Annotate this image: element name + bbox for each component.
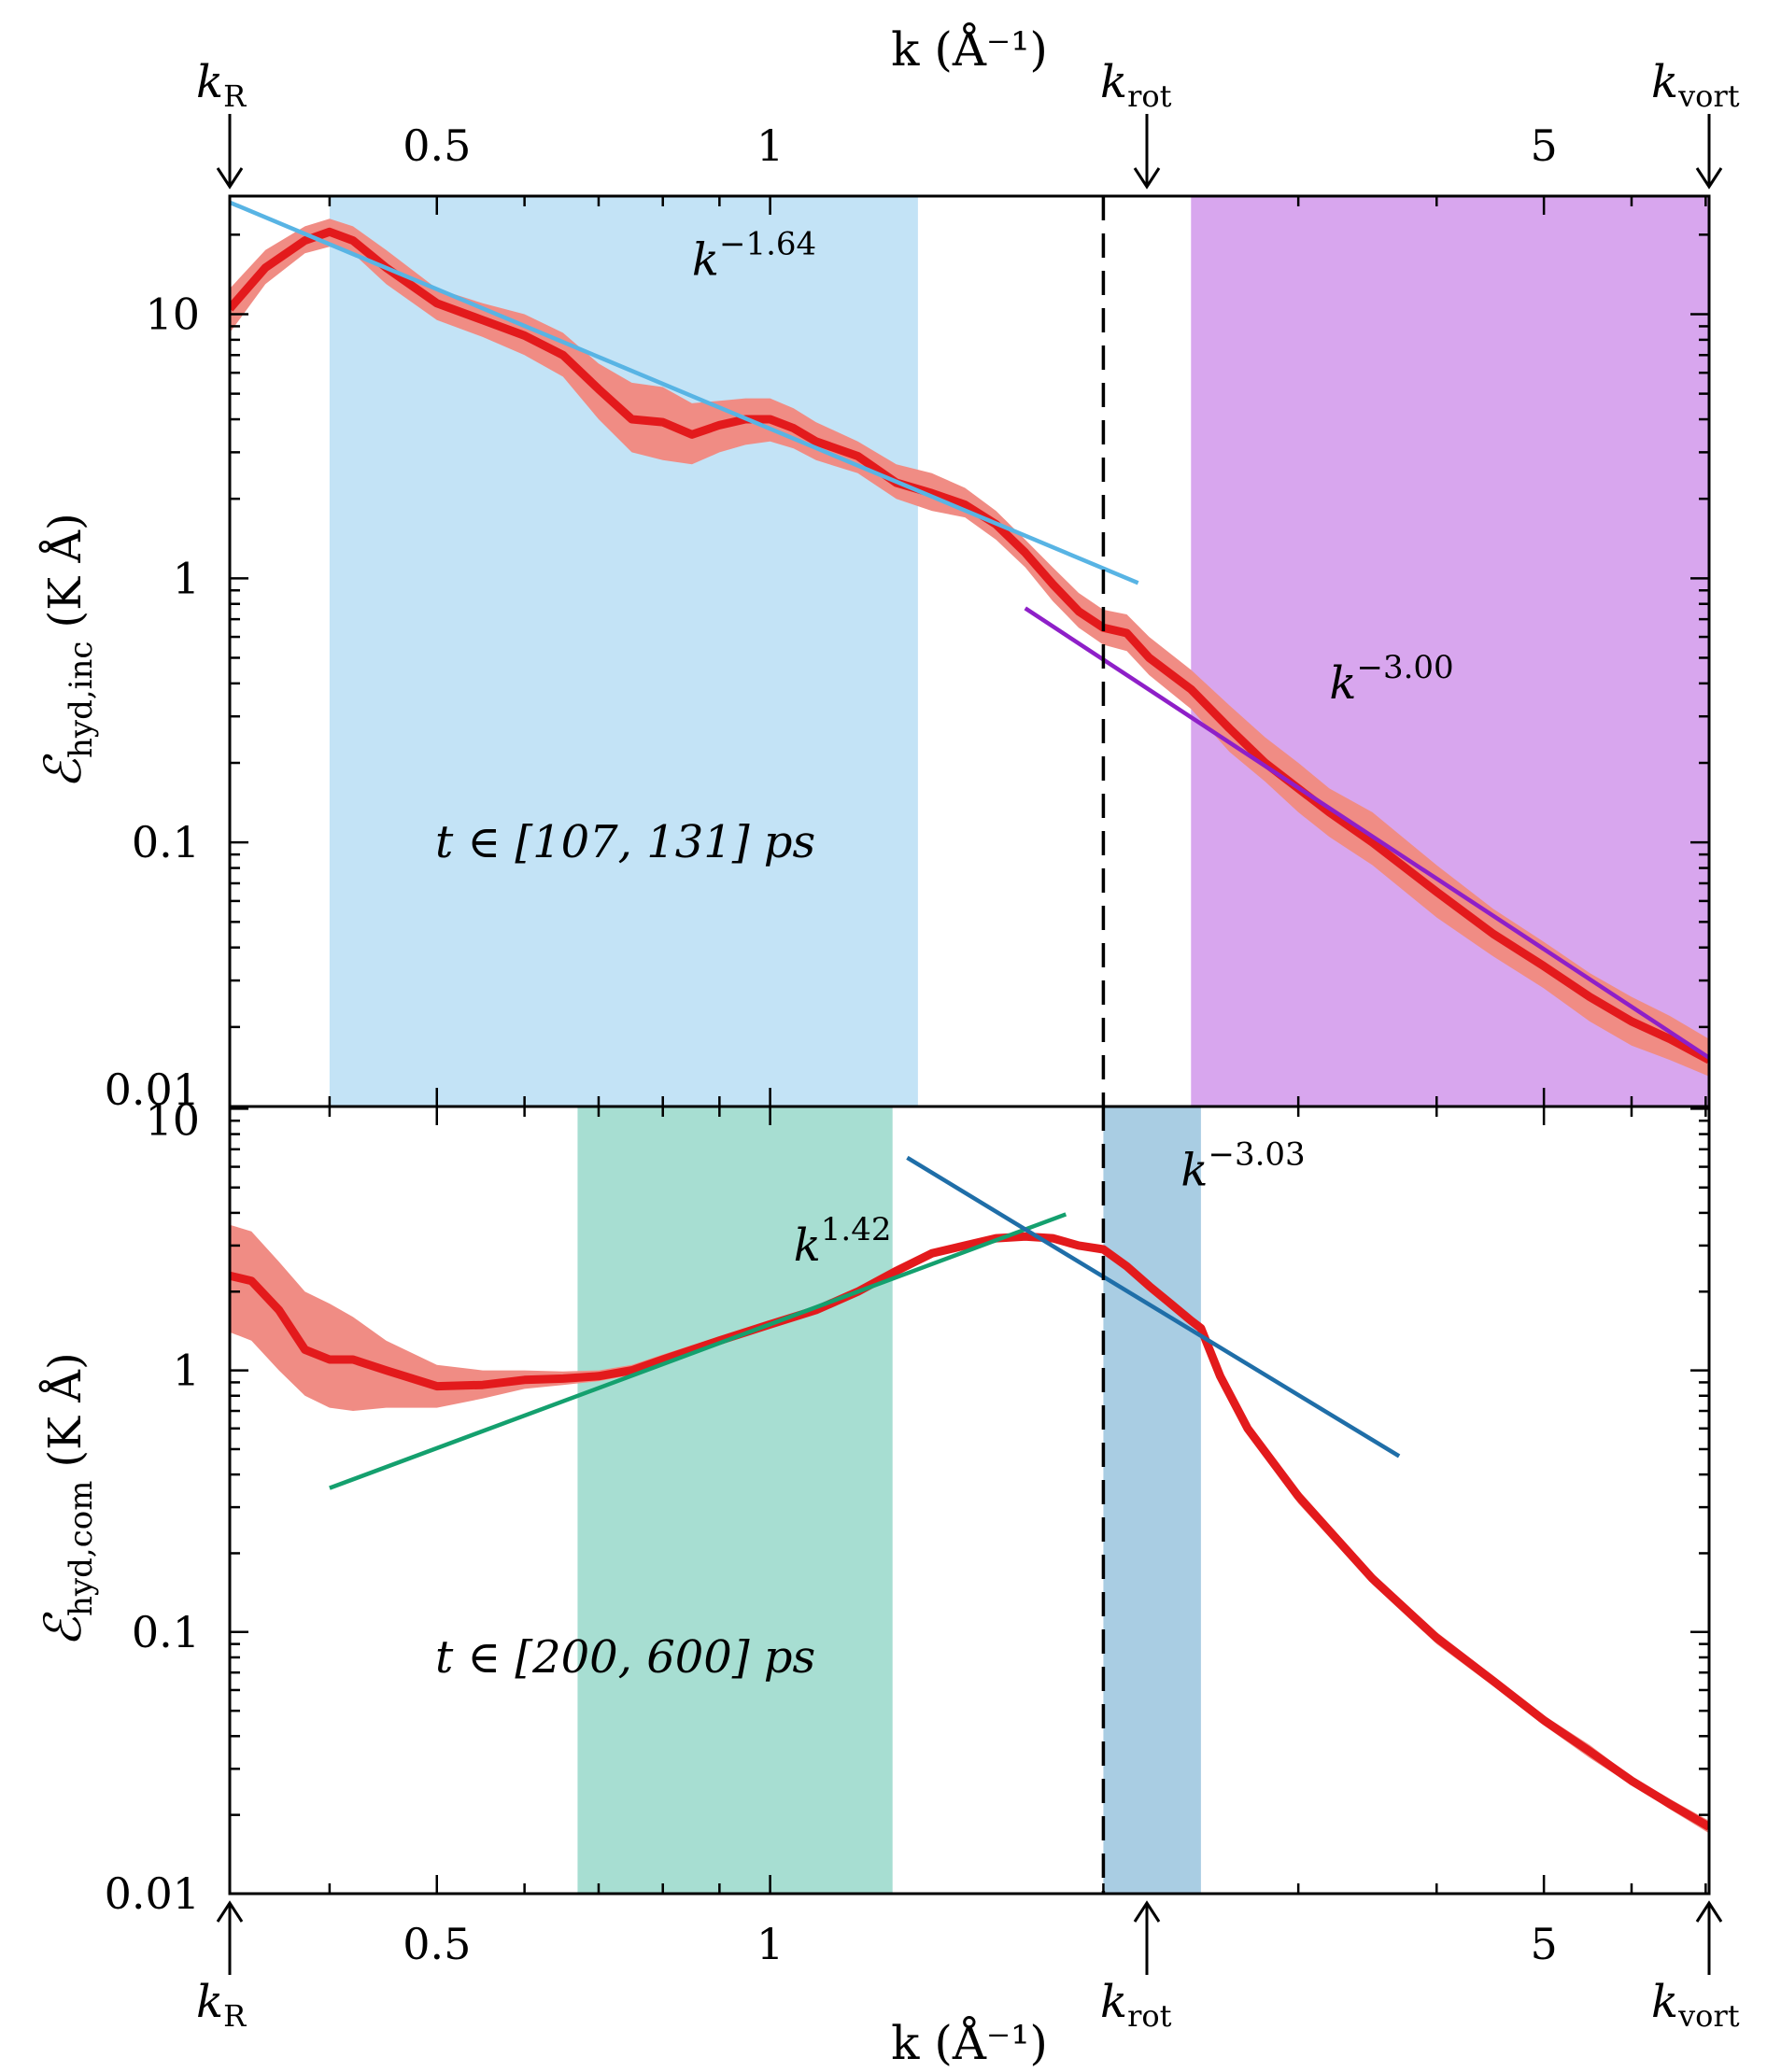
k-r-top-arrow — [216, 114, 244, 190]
k-rot-top-label: krot — [1100, 56, 1172, 114]
fit-label-bottom-green: k1.42 — [794, 1211, 892, 1272]
annotations: t ∈ [107, 131] ps t ∈ [200, 600] ps k−1.… — [435, 226, 1454, 1684]
top-spectrum-line — [230, 227, 1709, 1064]
k-r-bottom-arrow — [216, 1900, 244, 1975]
bottom-panel-data — [230, 1155, 1709, 1834]
fit-label-top-light-blue: k−1.64 — [692, 226, 816, 287]
k-r-bottom-label: kR — [196, 1976, 247, 2034]
bottom-uncertainty-band — [230, 1224, 1709, 1834]
k-vort-bottom-label: kvort — [1651, 1976, 1740, 2034]
top-x-tick-label-1: 1 — [756, 120, 784, 171]
top-region-1 — [1191, 196, 1709, 1106]
bottom-spectrum-line — [230, 1232, 1709, 1831]
bottom-y-tick-label-3: 10 — [145, 1094, 200, 1145]
top-y-tick-label-0: 0.01 — [105, 1064, 200, 1115]
top-uncertainty-band — [230, 218, 1709, 1077]
bottom-x-tick-label-0: 0.5 — [403, 1919, 471, 1969]
k-vort-top-arrow — [1695, 114, 1723, 190]
top-x-tick-label-0: 0.5 — [403, 120, 471, 171]
fit-label-bottom-dark-blue: k−3.03 — [1180, 1136, 1305, 1197]
top-fit-line-1 — [1024, 606, 1709, 1060]
top-y-axis-title: ℰhyd,inc(K Å) — [34, 513, 100, 788]
top-y-tick-label-1: 0.1 — [132, 817, 200, 867]
axis-titles: k (Å⁻¹) k (Å⁻¹) ℰhyd,inc(K Å) ℰhyd,com(K… — [34, 21, 1048, 2070]
k-rot-top-arrow — [1133, 114, 1161, 190]
axes-frames — [228, 194, 1711, 1896]
bottom-y-tick-label-1: 0.1 — [132, 1607, 200, 1657]
k-r-top-label: kR — [196, 56, 247, 114]
bottom-y-axis-title: ℰhyd,com(K Å) — [34, 1352, 100, 1646]
k-rot-bottom-label: krot — [1100, 1976, 1172, 2034]
k-markers: kR krot kvort kR krot kvort — [196, 56, 1740, 2034]
axis-ticks — [230, 196, 1709, 1896]
k-rot-bottom-arrow — [1133, 1900, 1161, 1975]
top-fit-line-0 — [230, 200, 1139, 585]
top-time-window-annotation: t ∈ [107, 131] ps — [435, 816, 815, 868]
bottom-panel-frame — [228, 1105, 1711, 1896]
bottom-x-tick-label-1: 1 — [756, 1919, 784, 1969]
k-vort-top-label: kvort — [1651, 56, 1740, 114]
fit-label-top-purple: k−3.00 — [1329, 649, 1453, 710]
top-panel-data — [230, 200, 1709, 1077]
bottom-x-axis-title: k (Å⁻¹) — [891, 2015, 1048, 2070]
top-x-tick-label-2: 5 — [1530, 120, 1557, 171]
bottom-region-0 — [577, 1106, 893, 1894]
bottom-region-1 — [1103, 1106, 1201, 1894]
top-shaded-regions — [329, 196, 1709, 1106]
bottom-time-window-annotation: t ∈ [200, 600] ps — [435, 1631, 815, 1684]
bottom-y-tick-label-0: 0.01 — [105, 1868, 200, 1919]
k-vort-bottom-arrow — [1695, 1900, 1723, 1975]
top-x-axis-title: k (Å⁻¹) — [891, 21, 1048, 77]
bottom-x-tick-label-2: 5 — [1530, 1919, 1557, 1969]
top-y-tick-label-3: 10 — [145, 289, 200, 340]
bottom-fit-line-0 — [329, 1212, 1067, 1490]
top-y-tick-label-2: 1 — [173, 553, 200, 603]
bottom-fit-line-1 — [906, 1155, 1401, 1459]
axis-tick-labels: 0.01 0.1 1 10 0.5 1 5 0.01 0.1 1 10 0.5 1 5 — [105, 120, 1558, 1969]
top-region-0 — [329, 196, 918, 1106]
bottom-shaded-regions — [577, 1106, 1201, 1894]
bottom-y-tick-label-2: 1 — [173, 1346, 200, 1396]
